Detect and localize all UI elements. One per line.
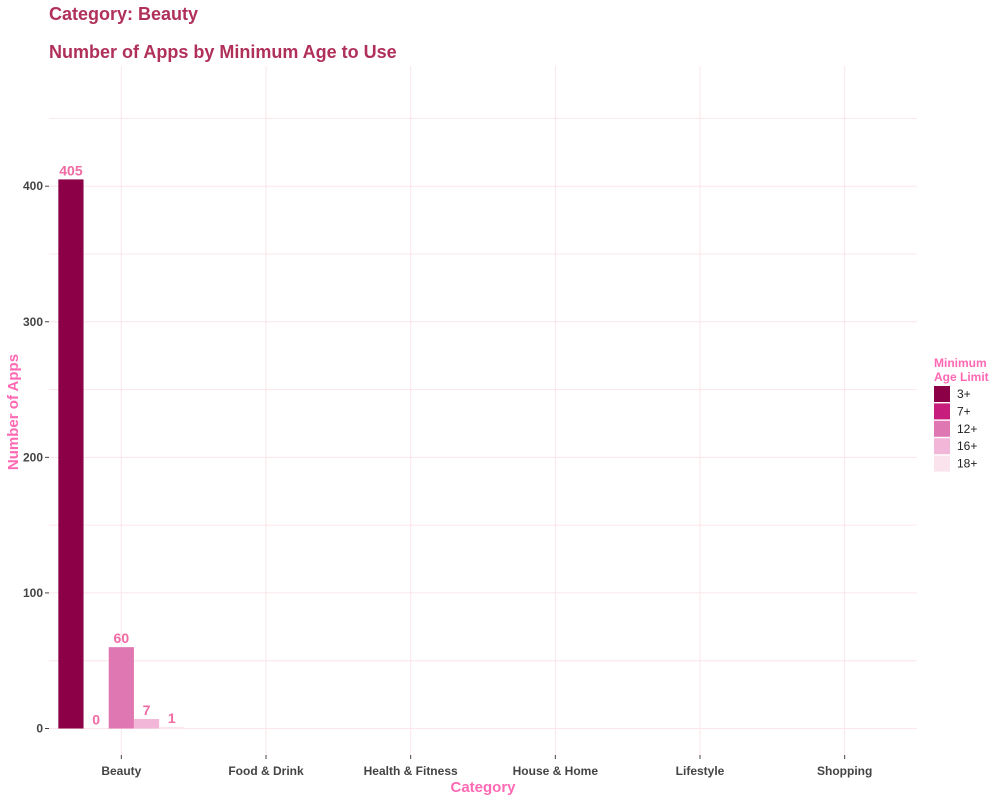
chart-title: Category: Beauty (49, 4, 198, 24)
y-tick-label: 100 (23, 586, 43, 600)
bar-value-label: 405 (59, 162, 83, 178)
legend-swatch (934, 455, 950, 472)
legend-label: 16+ (957, 439, 977, 453)
gridlines (49, 66, 917, 755)
legend: Minimum Age Limit 3+ 7+ 12+ 16+ 18+ (934, 356, 989, 472)
y-axis-ticks: 0 100 200 300 400 (23, 179, 49, 736)
legend-label: 3+ (957, 387, 971, 401)
legend-swatch (934, 438, 950, 455)
y-tick-label: 0 (36, 722, 43, 736)
bar (133, 719, 160, 729)
y-tick-label: 200 (23, 450, 43, 464)
x-tick-label: Shopping (817, 764, 872, 778)
bars (58, 179, 185, 729)
legend-title-line1: Minimum (934, 356, 987, 370)
x-axis-ticks: Beauty Food & Drink Health & Fitness House … (101, 755, 872, 778)
legend-label: 18+ (957, 457, 977, 471)
y-axis-title: Number of Apps (5, 354, 22, 470)
bar-value-label: 0 (92, 712, 100, 728)
x-axis-title: Category (450, 779, 516, 796)
bar-value-label: 1 (168, 710, 176, 726)
legend-swatch (934, 420, 950, 437)
bar-labels: 405 0 60 7 1 (59, 162, 176, 727)
legend-label: 12+ (957, 422, 977, 436)
legend-swatch (934, 386, 950, 402)
legend-swatch (934, 403, 950, 420)
legend-label: 7+ (957, 404, 971, 418)
bar (58, 179, 84, 729)
legend-title-line2: Age Limit (934, 370, 989, 384)
x-tick-label: Beauty (101, 764, 141, 778)
y-tick-label: 400 (23, 179, 43, 193)
x-tick-label: Lifestyle (676, 764, 725, 778)
bar (108, 647, 134, 729)
y-tick-label: 300 (23, 315, 43, 329)
x-tick-label: Health & Fitness (364, 764, 458, 778)
bar-value-label: 60 (114, 630, 130, 646)
bar (159, 727, 185, 729)
chart-subtitle: Number of Apps by Minimum Age to Use (49, 42, 397, 62)
x-tick-label: House & Home (513, 764, 599, 778)
x-tick-label: Food & Drink (228, 764, 304, 778)
bar-value-label: 7 (143, 702, 151, 718)
